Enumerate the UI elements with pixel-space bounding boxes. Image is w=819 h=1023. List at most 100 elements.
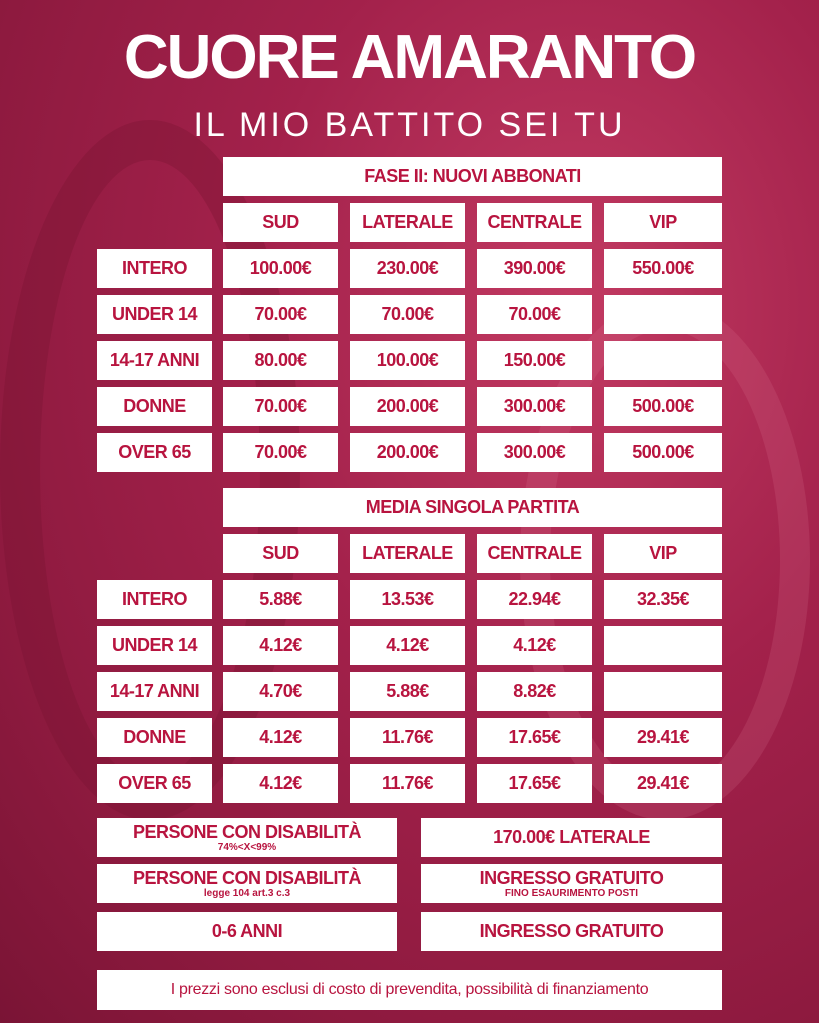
price-cell-text: 500.00€ [632, 396, 694, 416]
price-cell: 29.41€ [604, 764, 722, 803]
price-cell-text: 5.88€ [259, 589, 302, 609]
price-cell: 150.00€ [477, 341, 592, 380]
price-cell: 500.00€ [604, 387, 722, 426]
price-cell: 70.00€ [350, 295, 465, 334]
special-category-text: legge 104 art.3 c.3 [203, 888, 291, 899]
price-cell: 100.00€ [223, 249, 338, 288]
row-label: INTERO [97, 580, 212, 619]
price-cell: 22.94€ [477, 580, 592, 619]
column-header-text: SUD [262, 543, 299, 563]
price-cell-text: 70.00€ [381, 304, 434, 324]
row-label-text: INTERO [121, 258, 188, 278]
price-cell-text: 4.12€ [259, 635, 302, 655]
price-cell: 300.00€ [477, 433, 592, 472]
price-cell: 100.00€ [350, 341, 465, 380]
row-label: DONNE [97, 387, 212, 426]
price-cell: 70.00€ [223, 433, 338, 472]
column-header-text: LATERALE [362, 543, 453, 563]
footer-note-text: I prezzi sono esclusi di costo di preven… [170, 981, 649, 998]
row-label-text: UNDER 14 [111, 635, 198, 655]
price-cell: 5.88€ [350, 672, 465, 711]
price-cell: 29.41€ [604, 718, 722, 757]
row-label: 14-17 ANNI [97, 672, 212, 711]
price-cell [604, 295, 722, 334]
price-cell-text: 5.88€ [386, 681, 429, 701]
price-cell: 8.82€ [477, 672, 592, 711]
price-cell: 4.12€ [223, 626, 338, 665]
price-cell: 500.00€ [604, 433, 722, 472]
price-cell-text: 230.00€ [376, 258, 439, 278]
price-cell: 390.00€ [477, 249, 592, 288]
price-cell-text: 4.12€ [259, 727, 302, 747]
column-header: LATERALE [350, 534, 465, 573]
price-cell: 230.00€ [350, 249, 465, 288]
price-cell-text: 300.00€ [503, 442, 566, 462]
row-label-text: DONNE [123, 396, 186, 416]
price-cell: 70.00€ [223, 387, 338, 426]
price-cell-text: 22.94€ [508, 589, 561, 609]
column-header-text: SUD [262, 212, 299, 232]
section-header: MEDIA SINGOLA PARTITA [223, 488, 722, 527]
special-price-text: INGRESSO GRATUITO [479, 921, 664, 941]
special-category-text: PERSONE CON DISABILITÀ [132, 868, 362, 888]
price-cell: 4.12€ [350, 626, 465, 665]
column-header-text: LATERALE [362, 212, 453, 232]
price-cell-text: 200.00€ [376, 396, 439, 416]
row-label-text: INTERO [121, 589, 188, 609]
special-price: INGRESSO GRATUITO FINO ESAURIMENTO POSTI [421, 864, 722, 903]
price-cell-text: 32.35€ [636, 589, 690, 609]
special-price-text: FINO ESAURIMENTO POSTI [504, 888, 639, 899]
page-title: CUORE AMARANTO [123, 23, 697, 92]
row-label-text: UNDER 14 [111, 304, 198, 324]
price-cell-text: 17.65€ [508, 727, 561, 747]
special-price: 170.00€ LATERALE [421, 818, 722, 857]
row-label-text: OVER 65 [118, 442, 191, 462]
price-cell-text: 200.00€ [376, 442, 439, 462]
price-cell-text: 80.00€ [254, 350, 307, 370]
price-cell: 80.00€ [223, 341, 338, 380]
price-cell: 13.53€ [350, 580, 465, 619]
footer-note: I prezzi sono esclusi di costo di preven… [97, 970, 722, 1010]
special-category: PERSONE CON DISABILITÀ 74%<X<99% [97, 818, 397, 857]
column-header: VIP [604, 203, 722, 242]
row-label: INTERO [97, 249, 212, 288]
column-header-text: VIP [649, 212, 677, 232]
price-cell [604, 626, 722, 665]
price-cell-text: 390.00€ [503, 258, 566, 278]
column-header-text: VIP [649, 543, 677, 563]
row-label: OVER 65 [97, 764, 212, 803]
price-cell-text: 29.41€ [636, 727, 690, 747]
section-header-text: FASE II: NUOVI ABBONATI [364, 166, 581, 186]
section-header-text: MEDIA SINGOLA PARTITA [365, 497, 580, 517]
price-cell-text: 29.41€ [636, 773, 690, 793]
price-cell-text: 70.00€ [508, 304, 561, 324]
price-cell: 11.76€ [350, 764, 465, 803]
special-price-text: 170.00€ LATERALE [493, 827, 650, 847]
price-cell-text: 70.00€ [254, 304, 307, 324]
special-price: INGRESSO GRATUITO [421, 912, 722, 951]
page-subtitle: IL MIO BATTITO SEI TU [193, 106, 626, 144]
column-header: SUD [223, 534, 338, 573]
special-category-text: 0-6 ANNI [211, 921, 283, 941]
price-cell: 5.88€ [223, 580, 338, 619]
column-header-text: CENTRALE [487, 212, 583, 232]
price-cell-text: 70.00€ [254, 396, 307, 416]
price-cell: 32.35€ [604, 580, 722, 619]
row-label: 14-17 ANNI [97, 341, 212, 380]
price-cell-text: 150.00€ [503, 350, 566, 370]
row-label: DONNE [97, 718, 212, 757]
price-cell: 17.65€ [477, 718, 592, 757]
row-label: UNDER 14 [97, 295, 212, 334]
price-cell-text: 70.00€ [254, 442, 307, 462]
column-header-text: CENTRALE [487, 543, 583, 563]
price-cell-text: 100.00€ [249, 258, 312, 278]
special-category: PERSONE CON DISABILITÀ legge 104 art.3 c.… [97, 864, 397, 903]
row-label: UNDER 14 [97, 626, 212, 665]
column-header: VIP [604, 534, 722, 573]
price-cell: 17.65€ [477, 764, 592, 803]
price-cell: 70.00€ [477, 295, 592, 334]
price-cell [604, 672, 722, 711]
column-header: CENTRALE [477, 203, 592, 242]
price-cell-text: 11.76€ [381, 727, 434, 747]
price-cell: 4.12€ [477, 626, 592, 665]
